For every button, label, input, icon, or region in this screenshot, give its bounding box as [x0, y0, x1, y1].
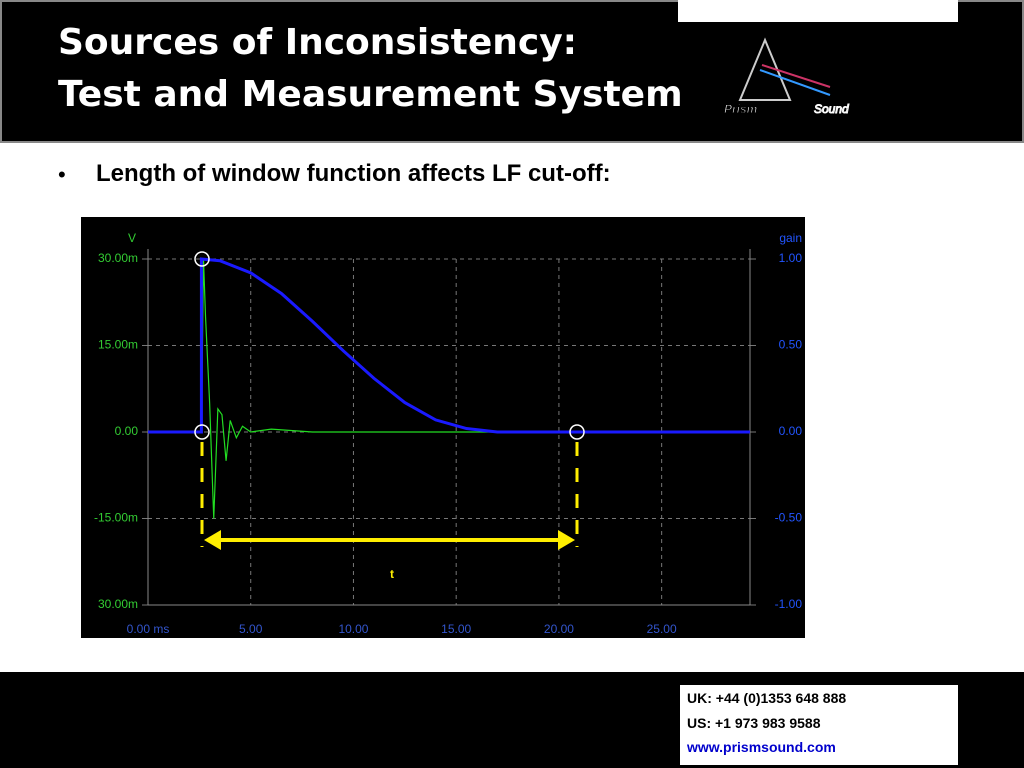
y2-tick-label: -0.50 — [775, 511, 803, 525]
series-line — [148, 257, 750, 434]
chart: 0.00 ms 5.00 10.00 15.00 20.00 25.00 30.00m 15.… — [81, 217, 805, 638]
x-tick-label: 20.00 — [544, 622, 574, 636]
chart-bg — [81, 217, 805, 638]
y2-tick-label: -1.00 — [775, 597, 803, 611]
x-tick-label: 5.00 — [239, 622, 263, 636]
logo-ray — [759, 69, 831, 96]
y2-tick-label: 0.00 — [779, 424, 803, 438]
contact-line: UK: +44 (0)1353 648 888 — [687, 690, 847, 706]
y-tick-label: 30.00m — [98, 251, 138, 265]
y2-tick-label: 0.50 — [779, 338, 803, 352]
contact-box — [680, 685, 958, 765]
contact-link: www.prismsound.com — [687, 739, 836, 755]
header-band — [0, 0, 1024, 143]
logo-text: Prism — [724, 102, 758, 116]
marker-circle — [194, 251, 210, 267]
y-tick-label: 15.00m — [98, 338, 138, 352]
bullet-text: Length of window function affects LF cut… — [96, 160, 611, 187]
y2-tick-label: 1.00 — [779, 251, 803, 265]
logo-ray — [761, 64, 831, 88]
x-tick-label: 15.00 — [441, 622, 471, 636]
annotation: t — [390, 567, 394, 581]
marker-circle — [569, 424, 585, 440]
x-tick-label: 25.00 — [647, 622, 677, 636]
header-box — [678, 0, 958, 22]
logo: Prism Sound — [724, 37, 850, 117]
title-line: Test and Measurement System — [58, 74, 683, 115]
marker-circle — [194, 424, 210, 440]
logo-prism — [738, 37, 792, 101]
contact-line: US: +1 973 983 9588 — [687, 715, 821, 731]
y-tick-label: 0.00 — [115, 424, 139, 438]
y-tick-label: -15.00m — [94, 511, 138, 525]
x-tick-label: 10.00 — [338, 622, 368, 636]
y-tick-label: 30.00m — [98, 597, 138, 611]
series-line — [148, 258, 750, 519]
bullet-dot: • — [58, 162, 66, 187]
y2-axis-label: gain — [779, 231, 802, 245]
y-axis-label: V — [128, 231, 136, 245]
title-line: Sources of Inconsistency: — [58, 22, 578, 63]
arrow-head — [204, 530, 221, 550]
logo-text: Sound — [814, 102, 849, 116]
arrow-head — [558, 530, 575, 550]
x-tick-label: 0.00 ms — [127, 622, 170, 636]
